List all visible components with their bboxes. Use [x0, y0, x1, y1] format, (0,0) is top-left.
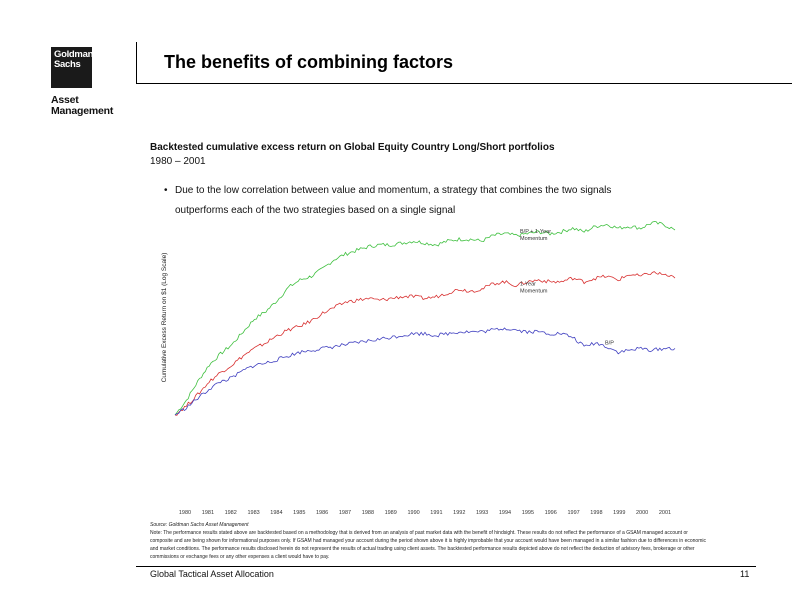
x-tick-label: 1984	[270, 510, 282, 516]
logo-line-2: Sachs	[54, 59, 81, 70]
x-tick-label: 1980	[179, 510, 191, 516]
series-line-2	[174, 271, 676, 416]
x-tick-label: 1995	[522, 510, 534, 516]
x-tick-label: 1991	[430, 510, 442, 516]
footer-title: Global Tactical Asset Allocation	[150, 569, 274, 579]
chart-subtitle: Backtested cumulative excess return on G…	[150, 142, 555, 153]
x-tick-label: 1993	[476, 510, 488, 516]
x-tick-label: 1997	[567, 510, 579, 516]
series-label-3: B/P	[605, 341, 614, 347]
bullet-dot-icon: •	[164, 185, 168, 196]
cumulative-return-chart: Cumulative Excess Return on $1 (Log Scal…	[161, 221, 676, 516]
y-axis-label: Cumulative Excess Return on $1 (Log Scal…	[161, 253, 168, 383]
x-tick-label: 1999	[613, 510, 625, 516]
x-tick-label: 1990	[407, 510, 419, 516]
x-tick-label: 1989	[385, 510, 397, 516]
x-tick-label: 1982	[225, 510, 237, 516]
header-vertical-rule	[136, 42, 137, 84]
page-number: 11	[740, 569, 750, 579]
x-tick-layer: 1980 1981 1982 1983 1984 1985 1986 1987 1988 1989…	[179, 510, 671, 516]
x-tick-label: 1998	[590, 510, 602, 516]
x-tick-label: 1987	[339, 510, 351, 516]
x-tick-label: 1981	[202, 510, 214, 516]
x-tick-label: 1986	[316, 510, 328, 516]
division-line-2: Management	[51, 105, 114, 117]
header-horizontal-rule	[136, 83, 792, 84]
series-label-layer: B/P + 1-Year Momentum 1-Year Momentum B/P	[520, 229, 614, 347]
x-tick-label: 1985	[293, 510, 305, 516]
footer-rule	[136, 566, 756, 567]
x-tick-label: 1992	[453, 510, 465, 516]
goldman-sachs-logo: Goldman Sachs	[51, 47, 94, 88]
x-tick-label: 1983	[247, 510, 259, 516]
x-tick-label: 2001	[659, 510, 671, 516]
source-note: Source: Goldman Sachs Asset Management	[150, 522, 249, 528]
x-tick-label: 2000	[636, 510, 648, 516]
footnotes: Source: Goldman Sachs Asset Management N…	[150, 521, 710, 561]
bullet-point: • Due to the low correlation between val…	[164, 181, 615, 221]
page-title: The benefits of combining factors	[164, 52, 454, 72]
x-tick-label: 1988	[362, 510, 374, 516]
x-tick-label: 1994	[499, 510, 511, 516]
series-layer	[174, 221, 676, 416]
division-line-1: Asset	[51, 94, 79, 106]
series-label-1: B/P + 1-Year Momentum	[520, 229, 551, 242]
date-range: 1980 – 2001	[150, 156, 206, 167]
disclaimer-note: Note: The performance results stated abo…	[150, 530, 706, 560]
series-line-1	[174, 221, 676, 416]
series-line-3	[174, 327, 676, 416]
series-label-2: 1-Year Momentum	[520, 282, 548, 295]
logo-line-1: Goldman	[54, 49, 94, 60]
x-tick-label: 1996	[545, 510, 557, 516]
division-label: Asset Management	[51, 95, 113, 117]
bullet-text: Due to the low correlation between value…	[175, 185, 612, 216]
